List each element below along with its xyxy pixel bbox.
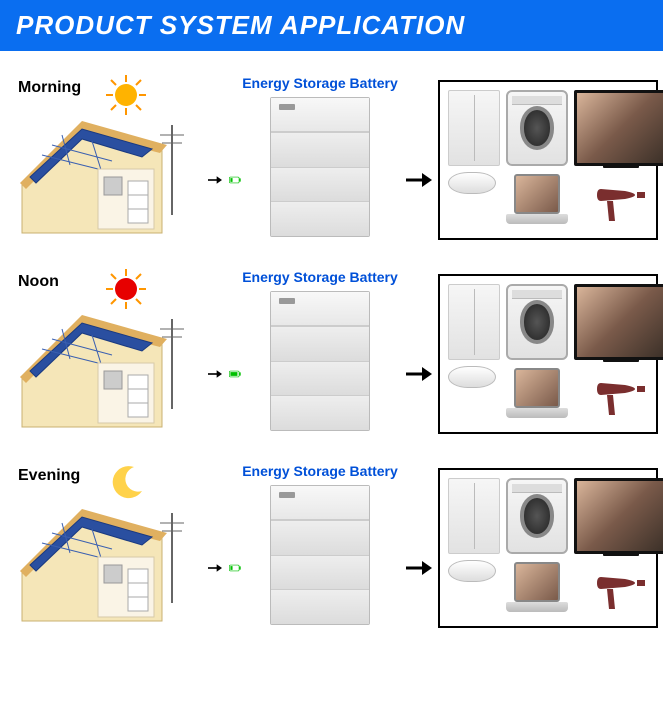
vacuum-icon [448, 172, 500, 228]
storage-title: Energy Storage Battery [240, 269, 400, 285]
tv-icon [574, 284, 663, 360]
hairdryer-icon [574, 560, 663, 616]
arrow-right-icon [406, 364, 432, 384]
header-title: PRODUCT SYSTEM APPLICATION [16, 10, 465, 40]
house-cell: Noon [12, 269, 202, 439]
storage-cell: Energy Storage Battery [240, 463, 400, 633]
diagram-row: Morning [12, 75, 651, 245]
arrow-right-icon [208, 558, 222, 578]
battery-low-icon [229, 562, 241, 574]
page-header: PRODUCT SYSTEM APPLICATION [0, 0, 663, 51]
appliances-box [438, 468, 658, 628]
diagram-row: Evening [12, 463, 651, 633]
storage-title: Energy Storage Battery [240, 75, 400, 91]
laptop-icon [506, 560, 568, 616]
battery-unit [270, 291, 370, 431]
arrow-to-storage [208, 463, 234, 633]
arrow-right-icon [208, 364, 222, 384]
arrow-to-storage [208, 269, 234, 439]
time-label: Morning [18, 79, 81, 97]
vacuum-icon [448, 560, 500, 616]
house-graphic [12, 299, 192, 439]
storage-cell: Energy Storage Battery [240, 269, 400, 439]
arrow-to-appliances [406, 269, 432, 439]
appliances-box [438, 274, 658, 434]
tv-icon [574, 90, 663, 166]
arrow-to-storage [208, 75, 234, 245]
arrow-right-icon [406, 558, 432, 578]
battery-low-icon [229, 174, 241, 186]
battery-high-icon [229, 368, 241, 380]
battery-unit [270, 485, 370, 625]
arrow-right-icon [208, 170, 222, 190]
house-graphic [12, 105, 192, 245]
hairdryer-icon [574, 172, 663, 228]
laptop-icon [506, 172, 568, 228]
house-cell: Morning [12, 75, 202, 245]
diagram-rows: Morning [0, 51, 663, 663]
washer-icon [506, 478, 568, 554]
appliances-box [438, 80, 658, 240]
fridge-icon [448, 478, 500, 554]
tv-icon [574, 478, 663, 554]
fridge-icon [448, 90, 500, 166]
washer-icon [506, 284, 568, 360]
fridge-icon [448, 284, 500, 360]
storage-cell: Energy Storage Battery [240, 75, 400, 245]
time-label: Noon [18, 273, 59, 291]
arrow-right-icon [406, 170, 432, 190]
diagram-row: Noon [12, 269, 651, 439]
house-graphic [12, 493, 192, 633]
storage-title: Energy Storage Battery [240, 463, 400, 479]
arrow-to-appliances [406, 463, 432, 633]
hairdryer-icon [574, 366, 663, 422]
house-cell: Evening [12, 463, 202, 633]
arrow-to-appliances [406, 75, 432, 245]
vacuum-icon [448, 366, 500, 422]
washer-icon [506, 90, 568, 166]
battery-unit [270, 97, 370, 237]
laptop-icon [506, 366, 568, 422]
time-label: Evening [18, 467, 80, 485]
